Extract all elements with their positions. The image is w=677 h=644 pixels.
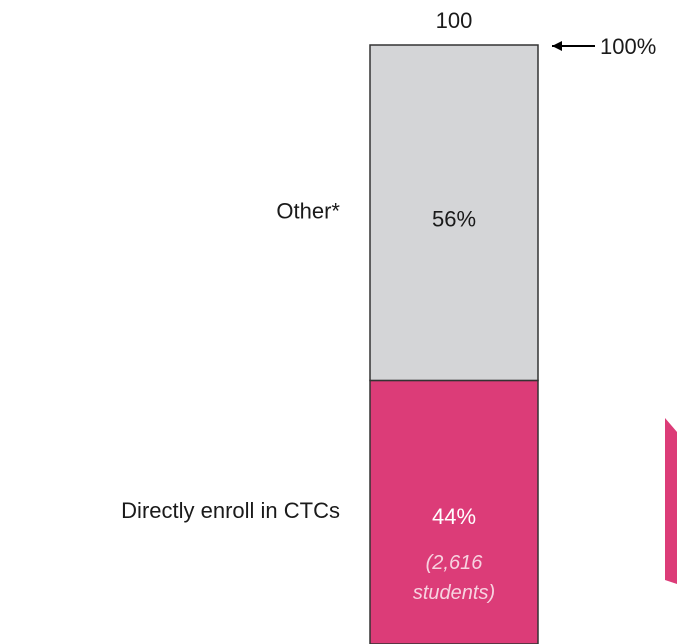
arrow-head xyxy=(552,41,562,51)
bar-segment xyxy=(369,44,539,382)
annotation: 100% xyxy=(600,34,656,59)
segment-note: (2,616 students) xyxy=(412,552,496,605)
segment-name: Directly enroll in CTCs xyxy=(121,498,340,523)
bar-segment xyxy=(369,379,539,644)
total-label: 100 xyxy=(436,8,473,33)
value-label: 44% xyxy=(432,504,476,529)
value-label: 56% xyxy=(432,207,476,232)
partial-arrow xyxy=(665,418,677,584)
segment-name: Other* xyxy=(276,199,340,224)
